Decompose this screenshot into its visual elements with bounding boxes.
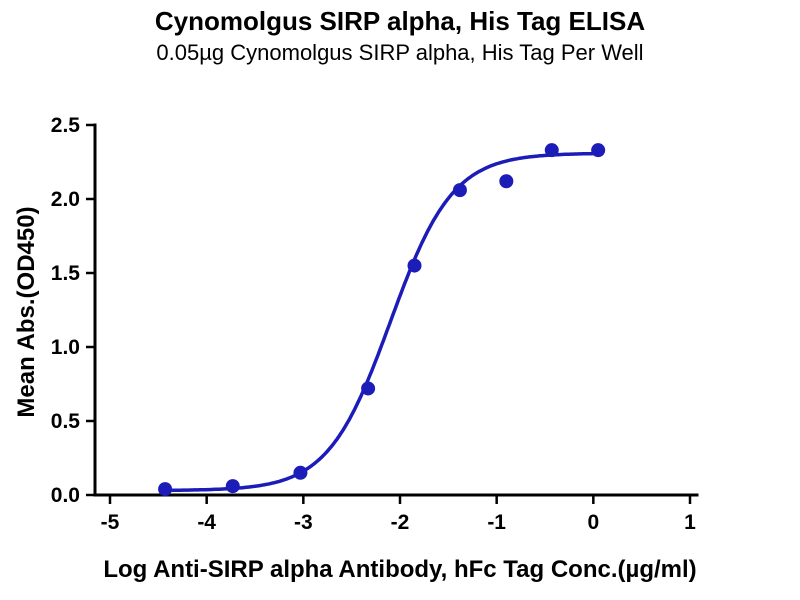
y-tick-label: 2.0 [51, 188, 80, 211]
x-tick-label: 1 [684, 511, 696, 534]
x-tick-label: 0 [587, 511, 599, 534]
x-tick-label: -5 [101, 511, 120, 534]
y-tick-label: 1.5 [51, 262, 81, 285]
y-tick-label: 1.0 [51, 336, 80, 359]
x-tick-label: -4 [197, 511, 216, 534]
x-tick-label: -3 [294, 511, 313, 534]
data-point [293, 465, 308, 480]
plot-area: -5 -4 -3 -2 -1 0 1 0.0 0.5 1.0 1.5 2.0 2.5 [51, 114, 699, 534]
y-tick-label: 2.5 [51, 114, 81, 137]
data-point [361, 381, 376, 396]
data-point [499, 174, 514, 189]
data-point [591, 143, 606, 158]
y-tick-label: 0.5 [51, 410, 81, 433]
fit-curve [161, 151, 602, 493]
chart-subtitle: 0.05µg Cynomolgus SIRP alpha, His Tag Pe… [156, 40, 644, 65]
y-tick-label: 0.0 [51, 484, 80, 507]
x-tick-label: -2 [391, 511, 410, 534]
x-axis-label: Log Anti-SIRP alpha Antibody, hFc Tag Co… [103, 556, 697, 583]
data-point [544, 143, 559, 158]
data-point [452, 183, 467, 198]
data-point [407, 258, 422, 273]
x-tick-label: -1 [487, 511, 506, 534]
chart-title: Cynomolgus SIRP alpha, His Tag ELISA [154, 6, 646, 36]
data-point [158, 482, 173, 497]
data-point [225, 479, 240, 494]
